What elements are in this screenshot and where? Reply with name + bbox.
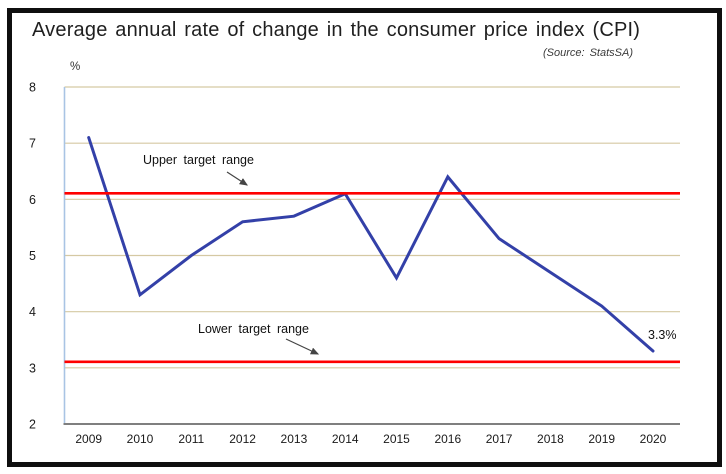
source-note: (Source: StatsSA) — [542, 47, 633, 59]
y-tick-label: 7 — [29, 137, 36, 151]
x-tick-label: 2013 — [281, 432, 308, 446]
x-tick-label: 2020 — [640, 432, 667, 446]
x-tick-label: 2019 — [588, 432, 615, 446]
x-tick-label: 2014 — [332, 432, 359, 446]
x-tick-label: 2009 — [75, 432, 102, 446]
upper-target-arrow — [226, 171, 249, 186]
cpi-series-line — [87, 136, 655, 353]
x-tick-label: 2016 — [434, 432, 461, 446]
y-axis-unit-label: % — [70, 61, 81, 73]
last-value-label: 3.3% — [648, 328, 677, 342]
y-tick-label: 8 — [29, 81, 36, 95]
x-tick-label: 2018 — [537, 432, 564, 446]
chart-frame — [7, 8, 722, 467]
x-tick-label: 2010 — [127, 432, 154, 446]
chart-title: Average annual rate of change in the con… — [32, 19, 641, 41]
y-tick-label: 3 — [29, 361, 36, 375]
y-tick-label: 4 — [29, 305, 36, 319]
y-tick-label: 2 — [29, 418, 36, 432]
x-tick-label: 2011 — [178, 432, 204, 446]
upper-target-label: Upper target range — [143, 153, 254, 167]
x-tick-label: 2015 — [383, 432, 410, 446]
lower-target-arrow — [285, 338, 320, 355]
y-tick-label: 6 — [29, 193, 36, 207]
lower-target-label: Lower target range — [198, 322, 309, 336]
x-tick-label: 2012 — [229, 432, 256, 446]
x-tick-label: 2017 — [486, 432, 513, 446]
y-tick-label: 5 — [29, 249, 36, 263]
